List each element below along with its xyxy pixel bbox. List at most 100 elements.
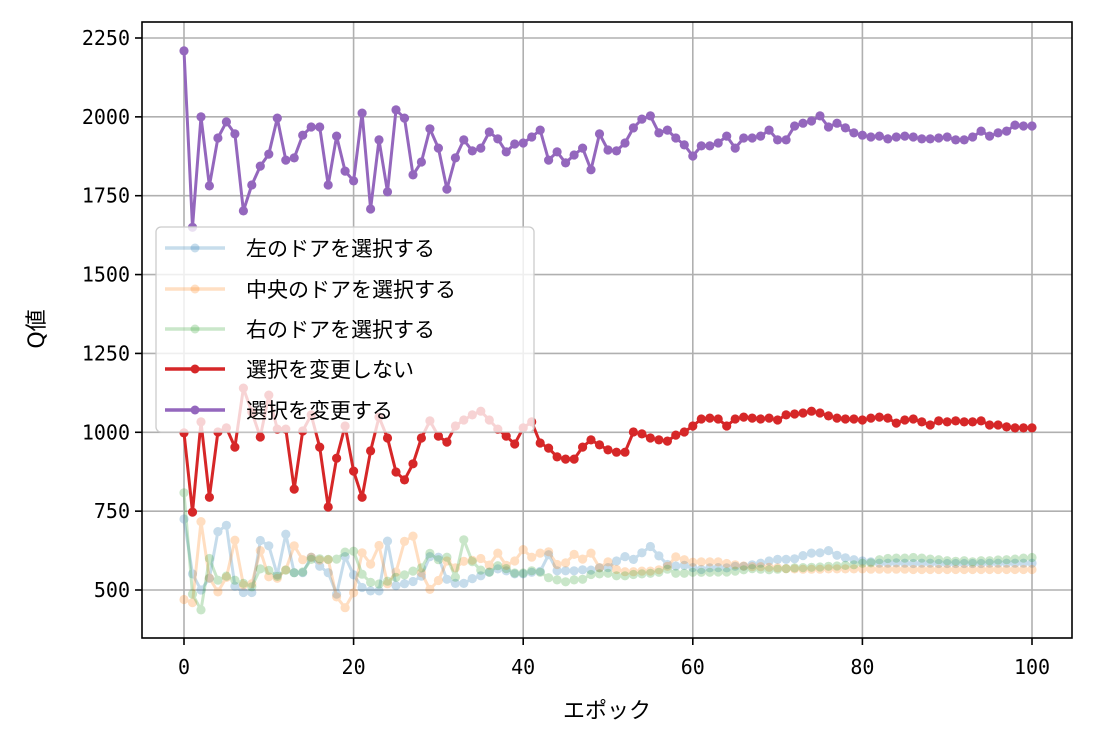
data-point — [586, 548, 596, 558]
data-point — [332, 131, 342, 141]
data-point — [442, 556, 452, 566]
legend-box — [155, 226, 535, 433]
data-point — [654, 435, 664, 445]
data-point — [594, 569, 605, 579]
data-point — [578, 143, 588, 153]
data-point — [408, 531, 418, 541]
data-point — [264, 565, 274, 576]
series-line — [182, 492, 1033, 612]
data-point — [747, 564, 757, 574]
data-point — [654, 128, 664, 138]
data-point — [739, 561, 749, 571]
data-point — [857, 130, 868, 140]
x-tick-label: 80 — [850, 655, 874, 679]
data-point — [959, 558, 969, 569]
data-point — [594, 563, 605, 573]
data-point — [883, 564, 893, 574]
data-point — [976, 558, 986, 569]
legend-item-no-switch: 選択を変更しない — [165, 358, 414, 382]
data-point — [662, 125, 673, 135]
data-point — [289, 568, 299, 578]
data-point — [493, 134, 503, 144]
data-point — [255, 564, 265, 574]
svg-text:中央のドアを選択する: 中央のドアを選択する — [246, 278, 456, 302]
data-point — [552, 566, 562, 576]
data-point — [535, 125, 545, 135]
y-axis-label: Q値 — [25, 309, 50, 348]
data-point — [1002, 422, 1012, 432]
data-point — [425, 124, 435, 134]
data-point — [705, 413, 715, 423]
data-point — [917, 558, 927, 568]
data-point — [315, 442, 325, 452]
data-point — [332, 589, 342, 599]
data-point — [654, 551, 664, 561]
data-point — [476, 553, 486, 564]
data-point — [942, 417, 952, 427]
data-point — [493, 564, 503, 574]
x-tick-label: 40 — [511, 655, 535, 679]
data-point — [315, 122, 325, 132]
data-point — [1018, 121, 1029, 131]
data-point — [815, 564, 825, 574]
data-point — [976, 564, 986, 575]
data-point — [611, 447, 622, 457]
data-point — [382, 579, 393, 589]
data-point — [925, 558, 935, 568]
data-point — [942, 556, 952, 566]
series-4 — [179, 46, 1037, 232]
data-point — [976, 416, 986, 426]
data-point — [382, 576, 393, 586]
legend-item-right-door: 右のドアを選択する — [165, 318, 435, 342]
data-point — [713, 557, 723, 567]
data-point — [298, 555, 308, 565]
data-point — [204, 573, 214, 583]
data-point — [196, 605, 206, 615]
data-point — [891, 558, 901, 568]
data-point — [985, 564, 995, 575]
data-point — [527, 132, 537, 142]
data-point — [815, 562, 825, 572]
data-point — [773, 564, 783, 574]
data-point — [993, 564, 1003, 575]
data-point — [544, 573, 554, 583]
data-point — [849, 555, 859, 565]
data-point — [561, 158, 571, 168]
data-point — [374, 540, 384, 551]
data-point — [832, 413, 842, 423]
data-point — [230, 575, 240, 585]
data-point — [510, 139, 520, 149]
data-point — [1010, 564, 1020, 575]
data-point — [399, 113, 410, 123]
data-point — [349, 546, 359, 556]
data-point — [942, 558, 952, 569]
data-point — [459, 556, 469, 566]
data-point — [544, 443, 554, 453]
data-point — [204, 573, 214, 583]
data-point — [951, 556, 961, 566]
data-point — [442, 552, 452, 562]
data-point — [340, 552, 350, 562]
data-point — [806, 562, 817, 572]
data-point — [213, 133, 223, 143]
data-point — [561, 454, 571, 464]
data-point — [1018, 558, 1029, 568]
x-tick-label: 20 — [342, 655, 366, 679]
data-point — [366, 577, 376, 588]
data-point — [781, 564, 791, 574]
data-point — [756, 131, 766, 141]
data-point — [730, 561, 740, 571]
data-point — [874, 412, 885, 422]
data-point — [433, 555, 443, 565]
data-point — [510, 556, 520, 566]
data-point — [832, 561, 842, 571]
data-point — [306, 554, 316, 565]
data-point — [611, 556, 622, 566]
legend-marker-icon — [190, 364, 200, 374]
data-point — [213, 587, 223, 597]
data-point — [840, 560, 851, 571]
data-point — [238, 206, 248, 216]
data-point — [179, 46, 189, 56]
data-point — [391, 467, 401, 477]
data-point — [416, 157, 426, 167]
